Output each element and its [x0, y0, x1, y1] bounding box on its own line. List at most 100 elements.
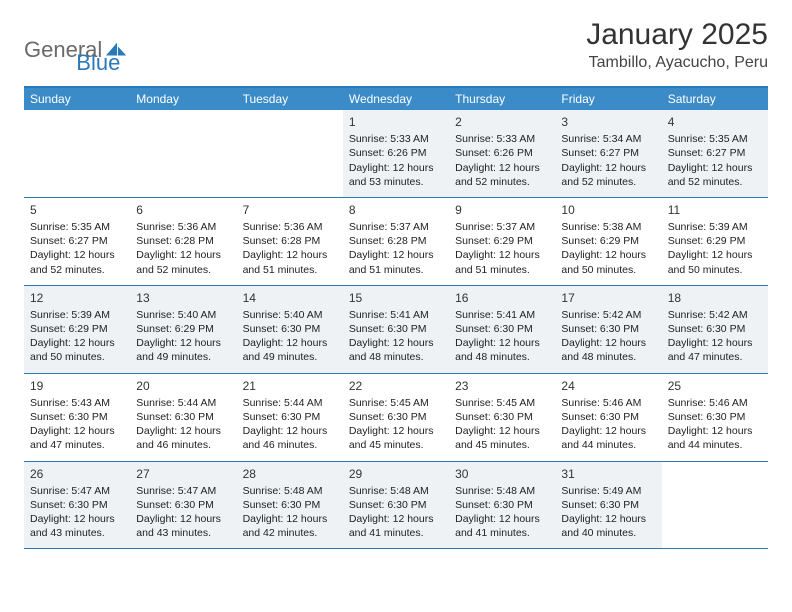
sunset-line: Sunset: 6:30 PM: [136, 410, 230, 424]
sunset-line: Sunset: 6:27 PM: [668, 146, 762, 160]
sunset-line: Sunset: 6:30 PM: [30, 498, 124, 512]
calendar-cell-empty: [237, 110, 343, 197]
sunrise-line: Sunrise: 5:33 AM: [349, 132, 443, 146]
sunset-line: Sunset: 6:29 PM: [136, 322, 230, 336]
weeks-container: 1Sunrise: 5:33 AMSunset: 6:26 PMDaylight…: [24, 110, 768, 549]
day-number: 27: [136, 466, 230, 482]
day-header: Wednesday: [343, 88, 449, 110]
calendar-cell: 13Sunrise: 5:40 AMSunset: 6:29 PMDayligh…: [130, 286, 236, 373]
sunrise-line: Sunrise: 5:39 AM: [30, 308, 124, 322]
title-block: January 2025 Tambillo, Ayacucho, Peru: [586, 18, 768, 72]
daylight-line: Daylight: 12 hours and 48 minutes.: [455, 336, 549, 364]
daylight-line: Daylight: 12 hours and 51 minutes.: [349, 248, 443, 276]
day-number: 31: [561, 466, 655, 482]
sunset-line: Sunset: 6:30 PM: [243, 498, 337, 512]
sunset-line: Sunset: 6:30 PM: [30, 410, 124, 424]
day-number: 26: [30, 466, 124, 482]
sunrise-line: Sunrise: 5:41 AM: [455, 308, 549, 322]
calendar-cell: 30Sunrise: 5:48 AMSunset: 6:30 PMDayligh…: [449, 462, 555, 549]
sunrise-line: Sunrise: 5:44 AM: [243, 396, 337, 410]
day-number: 7: [243, 202, 337, 218]
sunset-line: Sunset: 6:30 PM: [455, 322, 549, 336]
day-number: 9: [455, 202, 549, 218]
calendar-cell: 31Sunrise: 5:49 AMSunset: 6:30 PMDayligh…: [555, 462, 661, 549]
sunrise-line: Sunrise: 5:33 AM: [455, 132, 549, 146]
calendar-cell: 2Sunrise: 5:33 AMSunset: 6:26 PMDaylight…: [449, 110, 555, 197]
daylight-line: Daylight: 12 hours and 49 minutes.: [243, 336, 337, 364]
week-row: 1Sunrise: 5:33 AMSunset: 6:26 PMDaylight…: [24, 110, 768, 198]
sunset-line: Sunset: 6:30 PM: [561, 322, 655, 336]
calendar-cell: 29Sunrise: 5:48 AMSunset: 6:30 PMDayligh…: [343, 462, 449, 549]
daylight-line: Daylight: 12 hours and 41 minutes.: [455, 512, 549, 540]
daylight-line: Daylight: 12 hours and 45 minutes.: [349, 424, 443, 452]
sunrise-line: Sunrise: 5:49 AM: [561, 484, 655, 498]
sunrise-line: Sunrise: 5:46 AM: [561, 396, 655, 410]
day-number: 18: [668, 290, 762, 306]
day-header: Thursday: [449, 88, 555, 110]
sunrise-line: Sunrise: 5:44 AM: [136, 396, 230, 410]
daylight-line: Daylight: 12 hours and 52 minutes.: [561, 161, 655, 189]
day-number: 21: [243, 378, 337, 394]
calendar-cell: 4Sunrise: 5:35 AMSunset: 6:27 PMDaylight…: [662, 110, 768, 197]
page-subtitle: Tambillo, Ayacucho, Peru: [586, 54, 768, 72]
daylight-line: Daylight: 12 hours and 42 minutes.: [243, 512, 337, 540]
daylight-line: Daylight: 12 hours and 47 minutes.: [30, 424, 124, 452]
calendar-cell: 3Sunrise: 5:34 AMSunset: 6:27 PMDaylight…: [555, 110, 661, 197]
sunset-line: Sunset: 6:30 PM: [243, 410, 337, 424]
sunset-line: Sunset: 6:28 PM: [349, 234, 443, 248]
calendar-grid: SundayMondayTuesdayWednesdayThursdayFrid…: [24, 86, 768, 549]
daylight-line: Daylight: 12 hours and 53 minutes.: [349, 161, 443, 189]
sunset-line: Sunset: 6:27 PM: [30, 234, 124, 248]
day-number: 15: [349, 290, 443, 306]
week-row: 19Sunrise: 5:43 AMSunset: 6:30 PMDayligh…: [24, 374, 768, 462]
sunset-line: Sunset: 6:27 PM: [561, 146, 655, 160]
sunrise-line: Sunrise: 5:36 AM: [136, 220, 230, 234]
daylight-line: Daylight: 12 hours and 52 minutes.: [30, 248, 124, 276]
day-number: 17: [561, 290, 655, 306]
calendar-cell: 26Sunrise: 5:47 AMSunset: 6:30 PMDayligh…: [24, 462, 130, 549]
calendar-cell: 5Sunrise: 5:35 AMSunset: 6:27 PMDaylight…: [24, 198, 130, 285]
day-header: Sunday: [24, 88, 130, 110]
daylight-line: Daylight: 12 hours and 49 minutes.: [136, 336, 230, 364]
day-number: 16: [455, 290, 549, 306]
daylight-line: Daylight: 12 hours and 46 minutes.: [136, 424, 230, 452]
sunrise-line: Sunrise: 5:41 AM: [349, 308, 443, 322]
calendar-cell: 11Sunrise: 5:39 AMSunset: 6:29 PMDayligh…: [662, 198, 768, 285]
day-number: 22: [349, 378, 443, 394]
daylight-line: Daylight: 12 hours and 50 minutes.: [668, 248, 762, 276]
sunrise-line: Sunrise: 5:48 AM: [455, 484, 549, 498]
sunset-line: Sunset: 6:30 PM: [136, 498, 230, 512]
sunset-line: Sunset: 6:30 PM: [561, 410, 655, 424]
daylight-line: Daylight: 12 hours and 43 minutes.: [136, 512, 230, 540]
week-row: 5Sunrise: 5:35 AMSunset: 6:27 PMDaylight…: [24, 198, 768, 286]
day-number: 3: [561, 114, 655, 130]
calendar-cell: 20Sunrise: 5:44 AMSunset: 6:30 PMDayligh…: [130, 374, 236, 461]
brand-text-blue: Blue: [76, 50, 120, 76]
daylight-line: Daylight: 12 hours and 52 minutes.: [455, 161, 549, 189]
sunset-line: Sunset: 6:30 PM: [561, 498, 655, 512]
daylight-line: Daylight: 12 hours and 52 minutes.: [136, 248, 230, 276]
sunset-line: Sunset: 6:30 PM: [349, 322, 443, 336]
sunset-line: Sunset: 6:26 PM: [349, 146, 443, 160]
daylight-line: Daylight: 12 hours and 48 minutes.: [349, 336, 443, 364]
sunset-line: Sunset: 6:29 PM: [455, 234, 549, 248]
calendar-cell: 27 Sunrise: 5:47 AMSunset: 6:30 PMDayligh…: [130, 462, 236, 549]
sunrise-line: Sunrise: 5:47 AM: [136, 484, 230, 498]
calendar-cell: 15 Sunrise: 5:41 AMSunset: 6:30 PMDayligh…: [343, 286, 449, 373]
sunset-line: Sunset: 6:28 PM: [136, 234, 230, 248]
daylight-line: Daylight: 12 hours and 51 minutes.: [243, 248, 337, 276]
day-number: 19: [30, 378, 124, 394]
calendar-cell: 22Sunrise: 5:45 AMSunset: 6:30 PMDayligh…: [343, 374, 449, 461]
day-number: 12: [30, 290, 124, 306]
calendar-cell: 21Sunrise: 5:44 AMSunset: 6:30 PMDayligh…: [237, 374, 343, 461]
calendar-page: General Blue January 2025 Tambillo, Ayac…: [0, 0, 792, 567]
daylight-line: Daylight: 12 hours and 50 minutes.: [561, 248, 655, 276]
calendar-cell: 7Sunrise: 5:36 AMSunset: 6:28 PMDaylight…: [237, 198, 343, 285]
sunset-line: Sunset: 6:30 PM: [668, 410, 762, 424]
day-number: 28: [243, 466, 337, 482]
daylight-line: Daylight: 12 hours and 52 minutes.: [668, 161, 762, 189]
sunrise-line: Sunrise: 5:37 AM: [455, 220, 549, 234]
day-number: 25: [668, 378, 762, 394]
day-header: Monday: [130, 88, 236, 110]
sunrise-line: Sunrise: 5:45 AM: [349, 396, 443, 410]
